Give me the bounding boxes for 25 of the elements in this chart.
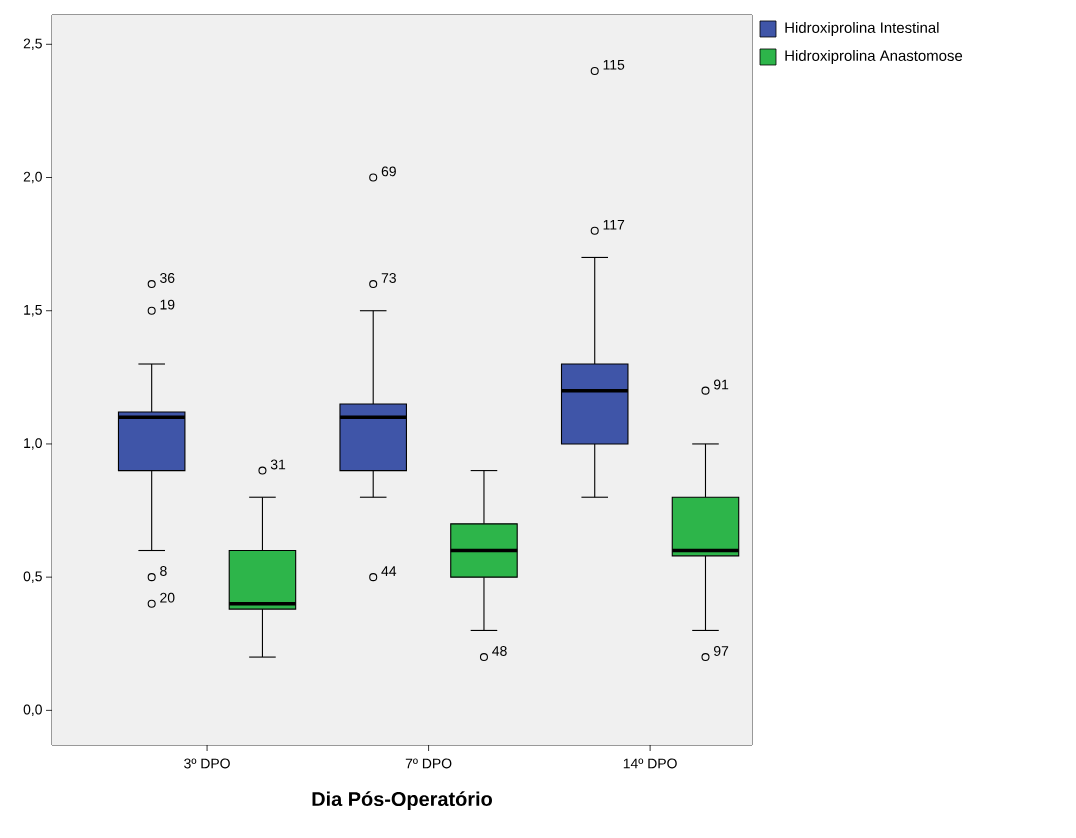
y-tick-label: 1,0 <box>24 438 42 450</box>
annotation: 19 <box>160 299 175 310</box>
annotation: 115 <box>603 60 625 70</box>
annotation: 36 <box>160 273 175 283</box>
annotation: 8 <box>160 566 167 576</box>
annotation: 44 <box>381 566 397 576</box>
legend-label: Hidroxiprolina Intestinal <box>785 22 939 36</box>
y-tick-label: 2,0 <box>23 171 42 184</box>
x-tick-label: 14º DPO <box>623 758 677 769</box>
annotation: 31 <box>270 459 286 470</box>
y-tick-label: 2,5 <box>23 38 42 51</box>
y-tick-label: 0,0 <box>23 704 42 717</box>
annotation: 91 <box>713 379 729 390</box>
x-tick-label: 3º DPO <box>184 758 230 769</box>
annotation: 117 <box>603 220 625 230</box>
legend-label: Hidroxiprolina Anastomose <box>785 50 963 64</box>
annotation: 97 <box>713 646 729 656</box>
annotation: 69 <box>381 166 396 177</box>
annotation: 48 <box>492 646 507 656</box>
annotation: 20 <box>160 592 175 603</box>
x-tick-label: 7º DPO <box>405 758 452 769</box>
annotation: 73 <box>381 273 396 283</box>
x-axis-title: Dia Pós-Operatório <box>312 791 492 810</box>
y-tick-label: 0,5 <box>23 571 42 583</box>
y-tick-label: 1,5 <box>24 305 42 317</box>
